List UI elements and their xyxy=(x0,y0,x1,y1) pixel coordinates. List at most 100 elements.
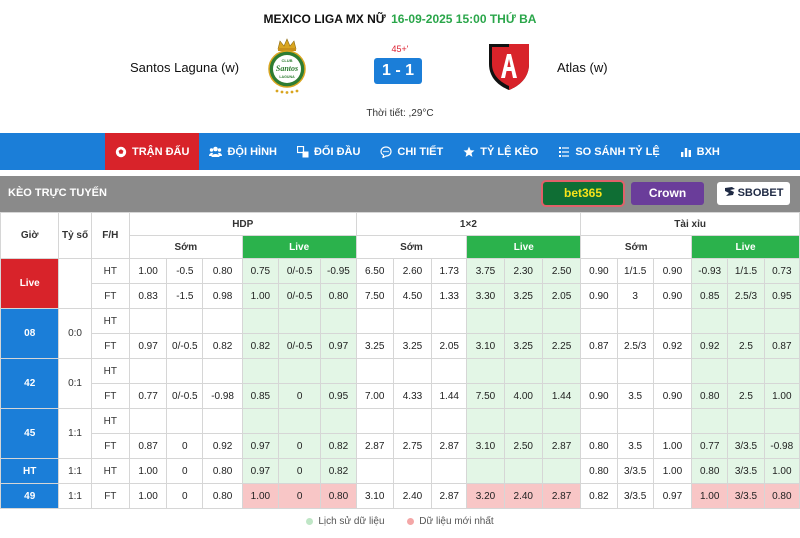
odds-cell[interactable]: 0.82 xyxy=(580,483,618,509)
odds-cell[interactable]: 1.00 xyxy=(652,433,693,459)
odds-cell[interactable]: -0.93 xyxy=(691,258,729,284)
odds-cell[interactable]: 3/3.5 xyxy=(727,483,765,509)
odds-cell[interactable]: 1.00 xyxy=(763,383,800,409)
odds-cell[interactable]: 3.30 xyxy=(466,283,505,309)
odds-cell[interactable]: 0.98 xyxy=(202,283,243,309)
odds-cell[interactable]: 2.60 xyxy=(392,258,433,284)
odds-cell[interactable]: 0.73 xyxy=(763,258,800,284)
odds-cell[interactable]: 1.44 xyxy=(541,383,582,409)
odds-cell[interactable]: 0.80 xyxy=(202,483,243,509)
odds-cell[interactable]: 0/-0.5 xyxy=(278,258,322,284)
odds-cell[interactable]: 2.87 xyxy=(541,483,582,509)
odds-cell[interactable]: 2.5/3 xyxy=(616,333,654,359)
odds-cell[interactable]: 0/-0.5 xyxy=(278,283,322,309)
tab-chi-tiet[interactable]: CHI TIẾT xyxy=(370,133,453,170)
odds-cell[interactable]: 1.00 xyxy=(763,458,800,484)
atlas-logo[interactable] xyxy=(485,40,533,92)
odds-cell[interactable]: 0.90 xyxy=(580,383,618,409)
odds-cell[interactable]: 1/1.5 xyxy=(616,258,654,284)
odds-cell[interactable]: 7.50 xyxy=(466,383,505,409)
odds-cell[interactable]: 1.00 xyxy=(652,458,693,484)
odds-cell[interactable]: 3.20 xyxy=(466,483,505,509)
odds-cell[interactable]: 3.25 xyxy=(503,283,543,309)
odds-cell[interactable]: 3.5 xyxy=(616,383,654,409)
odds-cell[interactable]: 1.00 xyxy=(128,458,168,484)
odds-cell[interactable]: 0.80 xyxy=(202,458,243,484)
odds-cell[interactable]: 2.87 xyxy=(431,433,468,459)
tab-doi-hinh[interactable]: ĐỘI HÌNH xyxy=(199,133,287,170)
odds-cell[interactable]: 0.77 xyxy=(128,383,168,409)
odds-cell[interactable]: 1.00 xyxy=(128,483,168,509)
odds-cell[interactable]: 0 xyxy=(166,483,204,509)
tab-tran-dau[interactable]: TRẬN ĐẤU xyxy=(105,133,200,170)
odds-cell[interactable]: 7.50 xyxy=(355,283,394,309)
odds-cell[interactable]: 3.25 xyxy=(355,333,394,359)
odds-cell[interactable]: 0.82 xyxy=(320,433,357,459)
home-team-name[interactable]: Santos Laguna (w) xyxy=(130,60,240,75)
odds-cell[interactable]: 0.80 xyxy=(691,458,729,484)
odds-cell[interactable]: 2.30 xyxy=(503,258,543,284)
tab-so-sanh-ty-le[interactable]: SO SÁNH TỶ LỆ xyxy=(548,133,669,170)
away-team-name[interactable]: Atlas (w) xyxy=(557,60,608,75)
odds-cell[interactable]: 0.80 xyxy=(320,483,357,509)
odds-cell[interactable]: 2.05 xyxy=(541,283,582,309)
odds-cell[interactable]: 0.83 xyxy=(128,283,168,309)
bookmaker-sbobet-button[interactable]: SBOBET xyxy=(717,182,790,205)
odds-cell[interactable]: 0.80 xyxy=(320,283,357,309)
odds-cell[interactable]: 3.25 xyxy=(392,333,433,359)
odds-cell[interactable]: 3.10 xyxy=(466,333,505,359)
odds-cell[interactable]: 2.5 xyxy=(727,333,765,359)
odds-cell[interactable]: 3.10 xyxy=(355,483,394,509)
santos-laguna-logo[interactable]: CLUB Santos LAGUNA xyxy=(266,38,308,94)
odds-cell[interactable]: 3 xyxy=(616,283,654,309)
odds-cell[interactable]: 2.05 xyxy=(431,333,468,359)
odds-cell[interactable]: 1.44 xyxy=(431,383,468,409)
odds-cell[interactable]: 3.25 xyxy=(503,333,543,359)
odds-cell[interactable]: 0.80 xyxy=(580,433,618,459)
odds-cell[interactable]: 0.85 xyxy=(691,283,729,309)
odds-cell[interactable]: 0.97 xyxy=(128,333,168,359)
odds-cell[interactable]: 1.00 xyxy=(128,258,168,284)
odds-cell[interactable]: 0.92 xyxy=(691,333,729,359)
odds-cell[interactable]: 2.50 xyxy=(503,433,543,459)
odds-cell[interactable]: 1.33 xyxy=(431,283,468,309)
odds-cell[interactable]: 0.95 xyxy=(763,283,800,309)
odds-cell[interactable]: 0.87 xyxy=(128,433,168,459)
odds-cell[interactable]: 2.40 xyxy=(392,483,433,509)
odds-cell[interactable]: 1.00 xyxy=(241,283,280,309)
odds-cell[interactable]: 2.5/3 xyxy=(727,283,765,309)
odds-cell[interactable]: -0.95 xyxy=(320,258,357,284)
odds-cell[interactable]: 0.82 xyxy=(320,458,357,484)
odds-cell[interactable]: 0 xyxy=(278,483,322,509)
odds-cell[interactable]: 2.40 xyxy=(503,483,543,509)
odds-cell[interactable]: -0.98 xyxy=(202,383,243,409)
odds-cell[interactable]: 3/3.5 xyxy=(727,433,765,459)
bookmaker-crown-button[interactable]: Crown xyxy=(631,182,704,205)
odds-cell[interactable]: 3/3.5 xyxy=(727,458,765,484)
odds-cell[interactable]: 0.92 xyxy=(202,433,243,459)
odds-cell[interactable]: 1.00 xyxy=(691,483,729,509)
odds-cell[interactable]: 0.80 xyxy=(691,383,729,409)
odds-cell[interactable]: 3.5 xyxy=(616,433,654,459)
odds-cell[interactable]: 0.97 xyxy=(241,433,280,459)
odds-cell[interactable]: 0.82 xyxy=(202,333,243,359)
odds-cell[interactable]: 0.90 xyxy=(580,283,618,309)
odds-cell[interactable]: 0.80 xyxy=(580,458,618,484)
odds-cell[interactable]: 3.10 xyxy=(466,433,505,459)
odds-cell[interactable]: 2.87 xyxy=(431,483,468,509)
odds-cell[interactable]: 0 xyxy=(278,458,322,484)
odds-cell[interactable]: 0.90 xyxy=(580,258,618,284)
odds-cell[interactable]: 2.5 xyxy=(727,383,765,409)
odds-cell[interactable]: 0.77 xyxy=(691,433,729,459)
odds-cell[interactable]: 2.75 xyxy=(392,433,433,459)
odds-cell[interactable]: 0.90 xyxy=(652,383,693,409)
odds-cell[interactable]: 0.87 xyxy=(763,333,800,359)
odds-cell[interactable]: 0.90 xyxy=(652,283,693,309)
odds-cell[interactable]: 3/3.5 xyxy=(616,483,654,509)
odds-cell[interactable]: -0.98 xyxy=(763,433,800,459)
odds-cell[interactable]: 1.73 xyxy=(431,258,468,284)
odds-cell[interactable]: 0.85 xyxy=(241,383,280,409)
odds-cell[interactable]: 2.50 xyxy=(541,258,582,284)
odds-cell[interactable]: 0 xyxy=(166,458,204,484)
odds-cell[interactable]: -0.5 xyxy=(166,258,204,284)
